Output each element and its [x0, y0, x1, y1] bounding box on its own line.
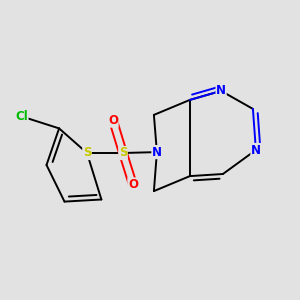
Text: Cl: Cl — [15, 110, 28, 123]
Text: S: S — [119, 146, 127, 160]
Text: S: S — [83, 146, 91, 160]
Text: O: O — [128, 178, 138, 191]
Text: N: N — [152, 146, 162, 159]
Text: N: N — [216, 84, 226, 98]
Text: O: O — [108, 114, 118, 127]
Text: N: N — [251, 143, 261, 157]
